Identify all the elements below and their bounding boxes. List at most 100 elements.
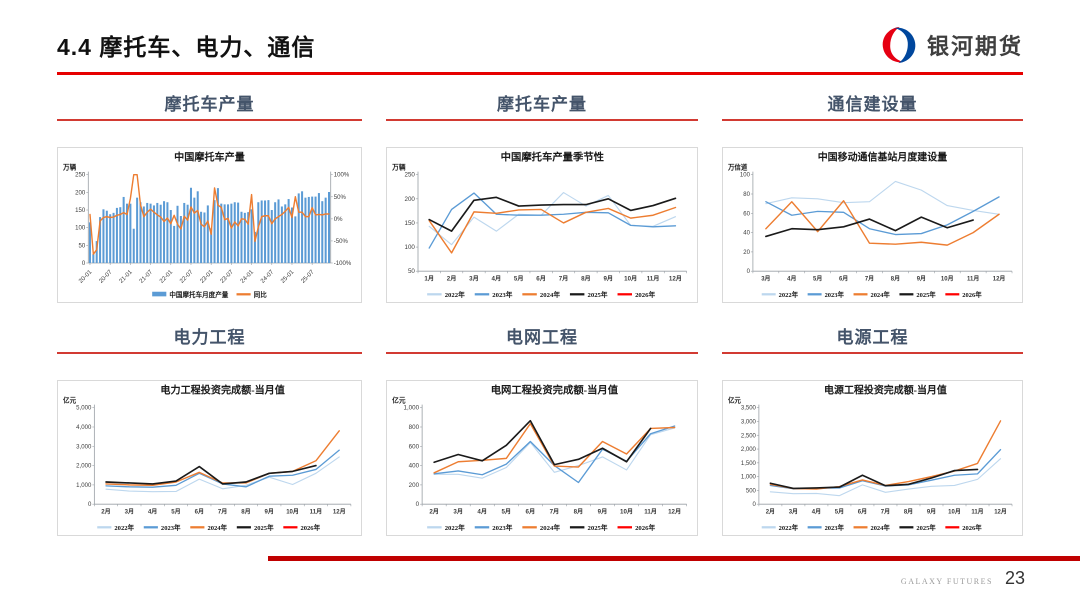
svg-text:4月: 4月 <box>477 507 487 515</box>
svg-text:1,000: 1,000 <box>404 405 420 412</box>
svg-text:12月: 12月 <box>333 507 346 515</box>
chart-panel: 电网工程投资完成额-当月值 亿元 0 200 400 600 800 1,000 2月 3月 4月 5… <box>386 380 698 536</box>
svg-text:24-07: 24-07 <box>259 268 275 285</box>
svg-text:1,000: 1,000 <box>76 482 92 489</box>
section-title: 电力工程 <box>173 328 246 347</box>
svg-text:2026年: 2026年 <box>300 523 320 532</box>
svg-text:3月: 3月 <box>761 274 770 282</box>
svg-text:中国摩托车产量: 中国摩托车产量 <box>174 150 245 163</box>
svg-text:-50%: -50% <box>334 238 349 245</box>
svg-text:50: 50 <box>79 242 86 249</box>
svg-text:2024年: 2024年 <box>870 290 890 299</box>
svg-text:10月: 10月 <box>286 507 299 515</box>
svg-text:25-01: 25-01 <box>280 268 296 285</box>
svg-text:11月: 11月 <box>967 274 979 282</box>
svg-text:400: 400 <box>409 463 420 470</box>
svg-text:200: 200 <box>75 189 86 196</box>
section-telecom-construction: 通信建设量 中国移动通信基站月度建设量 万信道 0 20 40 60 80 100 3月 4月 5月… <box>722 94 1023 303</box>
chart-panel: 中国摩托车产量季节性 万辆 50 100 150 200 250 1月 2月 3月 4月 5月 6月 7月… <box>386 147 698 303</box>
svg-text:250: 250 <box>75 172 86 179</box>
section-underline <box>722 119 1023 121</box>
svg-text:2022年: 2022年 <box>445 523 465 532</box>
svg-text:中国摩托车月度产量: 中国摩托车月度产量 <box>169 290 228 299</box>
section-title: 电源工程 <box>836 328 909 347</box>
svg-text:2025年: 2025年 <box>916 523 936 532</box>
svg-text:12月: 12月 <box>668 507 681 515</box>
svg-text:0: 0 <box>753 502 757 508</box>
svg-text:22-01: 22-01 <box>158 268 174 285</box>
svg-text:1,000: 1,000 <box>741 475 757 481</box>
svg-text:2022年: 2022年 <box>779 523 799 532</box>
svg-text:100%: 100% <box>334 172 350 179</box>
svg-text:10月: 10月 <box>620 507 633 515</box>
footer-brand: GALAXY FUTURES <box>900 577 993 586</box>
svg-text:8月: 8月 <box>891 274 900 282</box>
svg-text:-100%: -100% <box>334 260 352 267</box>
svg-text:6月: 6月 <box>536 274 546 282</box>
svg-text:2023年: 2023年 <box>492 523 512 532</box>
svg-text:2026年: 2026年 <box>962 290 982 299</box>
svg-text:2022年: 2022年 <box>445 290 465 299</box>
svg-text:800: 800 <box>409 424 420 431</box>
chart-panel: 电源工程投资完成额-当月值 亿元 0 500 1,000 1,500 2,000 2,500 3… <box>722 380 1023 536</box>
section-title: 摩托车产量 <box>497 95 587 114</box>
svg-text:2025年: 2025年 <box>916 290 936 299</box>
svg-text:10月: 10月 <box>948 507 961 515</box>
slide-header: 4.4 摩托车、电力、通信 银河期货 <box>57 20 1023 70</box>
section-power-engineering: 电力工程 电力工程投资完成额-当月值 亿元 0 1,000 2,000 3,000 4,00… <box>57 327 362 536</box>
svg-text:同比: 同比 <box>254 290 267 299</box>
svg-text:2月: 2月 <box>101 507 110 515</box>
footer: GALAXY FUTURES 23 <box>901 568 1025 589</box>
svg-text:20-07: 20-07 <box>98 268 114 285</box>
svg-text:4月: 4月 <box>812 507 821 515</box>
svg-text:2025年: 2025年 <box>587 523 607 532</box>
svg-text:2022年: 2022年 <box>114 523 134 532</box>
svg-text:200: 200 <box>409 482 420 489</box>
svg-text:7月: 7月 <box>881 507 890 515</box>
svg-text:8月: 8月 <box>241 507 250 515</box>
svg-text:2025年: 2025年 <box>587 290 607 299</box>
svg-text:7月: 7月 <box>865 274 874 282</box>
svg-text:11月: 11月 <box>644 507 657 515</box>
svg-text:7月: 7月 <box>559 274 569 282</box>
svg-text:2月: 2月 <box>766 507 775 515</box>
chart-panel: 中国摩托车产量 万辆 0 50 100 150 200 250 -100% -50% 0% 50% 10… <box>57 147 362 303</box>
svg-text:6月: 6月 <box>858 507 867 515</box>
svg-text:50%: 50% <box>334 194 347 201</box>
svg-text:2024年: 2024年 <box>870 523 890 532</box>
title-underline <box>57 72 1023 75</box>
section-title: 通信建设量 <box>827 95 918 114</box>
svg-text:4月: 4月 <box>787 274 796 282</box>
svg-text:8月: 8月 <box>904 507 913 515</box>
svg-text:2026年: 2026年 <box>635 523 655 532</box>
svg-text:0: 0 <box>88 501 92 508</box>
section-underline <box>722 352 1023 354</box>
svg-text:5月: 5月 <box>171 507 180 515</box>
svg-text:12月: 12月 <box>994 507 1007 515</box>
svg-text:0: 0 <box>82 260 86 267</box>
svg-text:23-01: 23-01 <box>199 268 215 285</box>
svg-text:200: 200 <box>405 196 416 203</box>
svg-text:250: 250 <box>405 172 416 179</box>
svg-text:11月: 11月 <box>310 507 322 515</box>
svg-text:9月: 9月 <box>603 274 613 282</box>
svg-text:电源工程投资完成额-当月值: 电源工程投资完成额-当月值 <box>824 383 947 396</box>
section-title: 电网工程 <box>506 328 578 347</box>
svg-text:3月: 3月 <box>469 274 479 282</box>
svg-text:100: 100 <box>740 173 751 179</box>
svg-text:万辆: 万辆 <box>391 163 406 172</box>
svg-text:500: 500 <box>746 488 757 494</box>
svg-text:12月: 12月 <box>993 274 1006 282</box>
svg-text:23-07: 23-07 <box>219 268 235 285</box>
svg-text:21-01: 21-01 <box>118 268 134 285</box>
svg-text:25-07: 25-07 <box>300 268 316 285</box>
svg-text:1,500: 1,500 <box>741 461 757 467</box>
section-motorcycle-monthly: 摩托车产量 中国摩托车产量 万辆 0 50 100 150 200 250 -100% -50% 0… <box>57 94 362 303</box>
svg-text:21-07: 21-07 <box>138 268 154 285</box>
svg-text:150: 150 <box>405 220 416 227</box>
svg-text:22-07: 22-07 <box>179 268 195 285</box>
